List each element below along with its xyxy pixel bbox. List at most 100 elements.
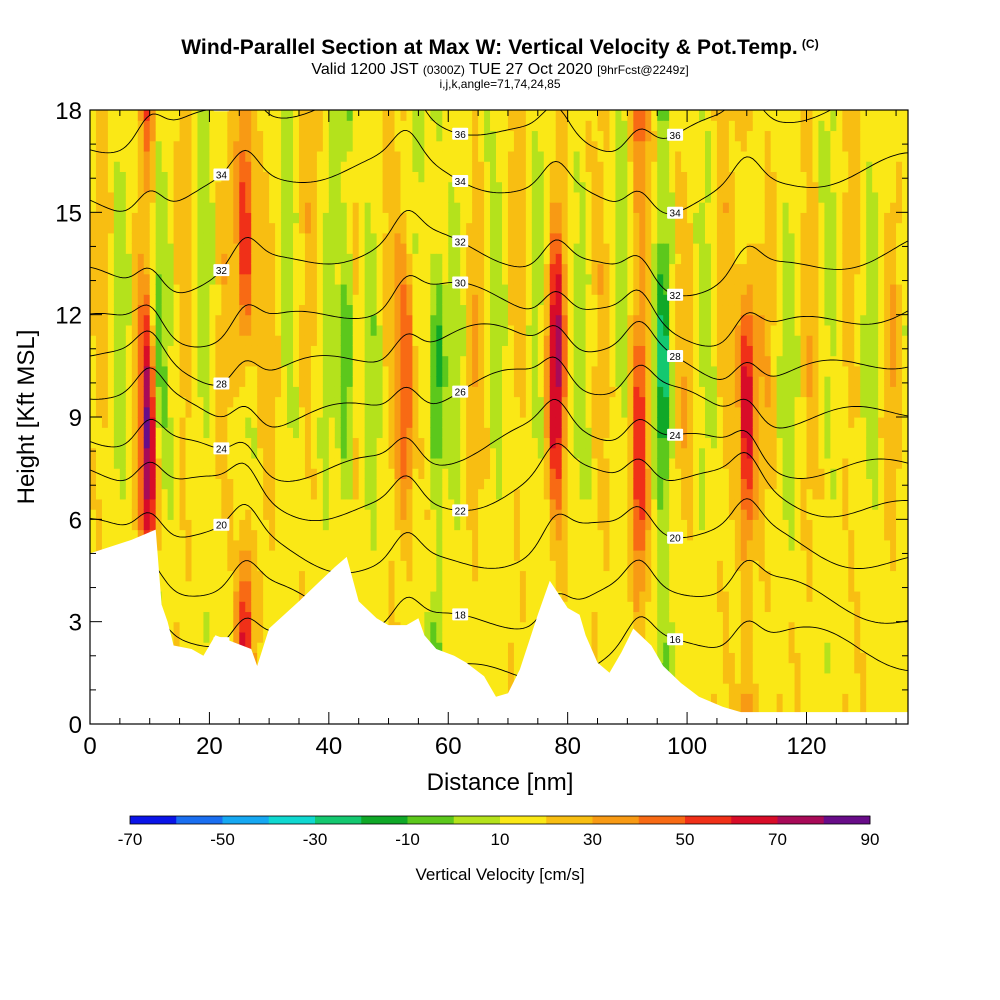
- field-cell: [257, 632, 264, 643]
- field-cell: [436, 407, 443, 418]
- field-cell: [245, 264, 252, 275]
- field-cell: [197, 243, 204, 254]
- field-cell: [305, 202, 312, 213]
- field-cell: [263, 458, 270, 469]
- field-cell: [556, 315, 563, 326]
- field-cell: [514, 223, 521, 234]
- field-cell: [448, 110, 455, 121]
- field-cell: [233, 386, 240, 397]
- field-cell: [221, 478, 228, 489]
- field-cell: [96, 489, 103, 500]
- field-cell: [156, 345, 163, 356]
- field-cell: [293, 437, 300, 448]
- field-cell: [197, 489, 204, 500]
- field-cell: [412, 192, 419, 203]
- field-cell: [108, 427, 115, 438]
- field-cell: [406, 591, 413, 602]
- field-cell: [168, 161, 175, 172]
- field-cell: [574, 304, 581, 315]
- field-cell: [406, 171, 413, 182]
- field-cell: [508, 611, 515, 622]
- field-cell: [317, 315, 324, 326]
- field-cell: [508, 304, 515, 315]
- field-cell: [562, 130, 569, 141]
- field-cell: [371, 345, 378, 356]
- field-cell: [263, 560, 270, 571]
- field-cell: [287, 376, 294, 387]
- field-cell: [251, 253, 258, 264]
- field-cell: [90, 335, 97, 346]
- field-cell: [544, 202, 551, 213]
- field-cell: [466, 458, 473, 469]
- field-cell: [209, 212, 216, 223]
- field-cell: [138, 356, 145, 367]
- field-cell: [192, 366, 199, 377]
- field-cell: [317, 458, 324, 469]
- field-cell: [442, 540, 449, 551]
- field-cell: [538, 212, 545, 223]
- field-cell: [287, 315, 294, 326]
- field-cell: [126, 356, 133, 367]
- field-cell: [102, 223, 109, 234]
- field-cell: [186, 622, 193, 633]
- field-cell: [359, 345, 366, 356]
- field-cell: [442, 376, 449, 387]
- field-cell: [317, 335, 324, 346]
- field-cell: [311, 284, 318, 295]
- field-cell: [412, 366, 419, 377]
- field-cell: [257, 540, 264, 551]
- field-cell: [156, 253, 163, 264]
- field-cell: [526, 530, 533, 541]
- field-cell: [221, 202, 228, 213]
- field-cell: [96, 397, 103, 408]
- field-cell: [108, 407, 115, 418]
- field-cell: [150, 284, 157, 295]
- field-cell: [114, 407, 121, 418]
- field-cell: [359, 274, 366, 285]
- field-cell: [341, 519, 348, 530]
- field-cell: [144, 519, 151, 530]
- field-cell: [209, 356, 216, 367]
- field-cell: [90, 253, 97, 264]
- field-cell: [150, 161, 157, 172]
- field-cell: [406, 315, 413, 326]
- field-cell: [293, 325, 300, 336]
- field-cell: [245, 253, 252, 264]
- field-cell: [221, 345, 228, 356]
- field-cell: [490, 611, 497, 622]
- field-cell: [180, 448, 187, 459]
- field-cell: [526, 386, 533, 397]
- field-cell: [502, 581, 509, 592]
- field-cell: [287, 192, 294, 203]
- field-cell: [418, 294, 425, 305]
- field-cell: [454, 294, 461, 305]
- field-cell: [311, 264, 318, 275]
- field-cell: [162, 202, 169, 213]
- field-cell: [562, 540, 569, 551]
- field-cell: [520, 571, 527, 582]
- field-cell: [239, 335, 246, 346]
- field-cell: [233, 141, 240, 152]
- field-cell: [138, 110, 145, 121]
- field-cell: [496, 407, 503, 418]
- field-cell: [162, 223, 169, 234]
- field-cell: [550, 223, 557, 234]
- field-cell: [490, 397, 497, 408]
- field-cell: [412, 264, 419, 275]
- field-cell: [502, 407, 509, 418]
- field-cell: [514, 284, 521, 295]
- field-cell: [96, 356, 103, 367]
- field-cell: [144, 489, 151, 500]
- field-cell: [460, 223, 467, 234]
- field-cell: [150, 274, 157, 285]
- field-cell: [562, 284, 569, 295]
- field-cell: [412, 304, 419, 315]
- field-cell: [478, 530, 485, 541]
- field-cell: [335, 335, 342, 346]
- field-cell: [424, 345, 431, 356]
- field-cell: [365, 386, 372, 397]
- field-cell: [239, 243, 246, 254]
- field-cell: [335, 253, 342, 264]
- field-cell: [180, 233, 187, 244]
- field-cell: [209, 550, 216, 561]
